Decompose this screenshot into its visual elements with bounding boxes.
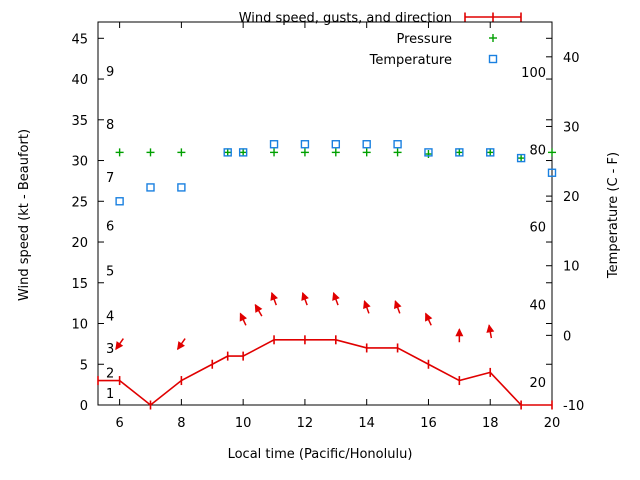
wind-speed-line [98, 339, 552, 407]
pressure-point [300, 148, 309, 157]
beaufort-scale-label: 8 [106, 118, 114, 133]
beaufort-scale-label: 2 [106, 366, 114, 381]
wind-direction-arrow [177, 338, 186, 351]
pressure-point [115, 148, 124, 157]
pressure-point [548, 148, 556, 157]
x-axis-tick-label: 16 [420, 416, 437, 431]
x-axis-tick-label: 12 [297, 416, 314, 431]
y2-axis-tick-label: 20 [563, 190, 580, 205]
x-axis-title: Local time (Pacific/Honolulu) [228, 447, 413, 462]
temperature-point [362, 140, 371, 149]
pressure-point [146, 148, 155, 157]
temperature-point [547, 168, 557, 177]
beaufort-scale-label: 6 [106, 220, 114, 235]
y2-axis-tick-label: 30 [563, 120, 580, 135]
x-axis-tick-label: 8 [177, 416, 185, 431]
temperature-point [115, 197, 124, 206]
temperature-point [146, 183, 155, 192]
temperature-point [331, 140, 341, 149]
beaufort-scale-label: 1 [106, 387, 114, 402]
x-axis-tick-label: 10 [235, 416, 252, 431]
pressure-point [362, 148, 371, 157]
fahrenheit-scale-label: 40 [529, 299, 546, 314]
legend-label-2: Pressure [396, 32, 452, 47]
temperature-point [269, 140, 279, 149]
y2-axis-tick-label: 10 [563, 260, 580, 275]
wind-direction-arrow [254, 303, 263, 317]
pressure-point [239, 148, 248, 157]
legend-marker-pressure [489, 34, 497, 42]
x-axis-tick-label: 18 [482, 416, 499, 431]
wind-direction-arrow [393, 300, 402, 314]
beaufort-scale-label: 5 [106, 265, 114, 280]
wind-direction-arrow [115, 338, 124, 351]
y2-axis-tick-label: 40 [563, 51, 580, 66]
plot-frame [97, 21, 553, 406]
wind-direction-arrow [425, 312, 433, 326]
y-axis-tick-label: 15 [71, 277, 88, 292]
wind-direction-arrow [363, 300, 371, 314]
temperature-point [486, 148, 495, 157]
wind-direction-arrow [455, 328, 464, 343]
pressure-point [424, 150, 433, 159]
temperature-point [393, 140, 402, 149]
pressure-point [517, 154, 526, 163]
wind-direction-arrow [270, 291, 278, 306]
beaufort-scale-label: 3 [106, 342, 114, 357]
wind-direction-arrow [239, 312, 247, 326]
y2-axis-title: Temperature (C - F) [606, 152, 621, 279]
temperature-point [455, 148, 464, 157]
x-axis-tick-label: 6 [115, 416, 123, 431]
y-axis-tick-label: 40 [71, 73, 88, 88]
beaufort-scale-label: 9 [106, 65, 114, 80]
fahrenheit-scale-label: 60 [529, 221, 546, 236]
legend-label-3: Temperature [369, 53, 452, 68]
y-axis-tick-label: 20 [71, 236, 88, 251]
y2-axis-tick-label: -10 [563, 399, 584, 414]
temperature-point [300, 140, 310, 149]
pressure-point [223, 148, 232, 157]
beaufort-scale-label: 7 [106, 171, 114, 186]
wind-direction-arrow [486, 324, 495, 339]
wind-direction-arrow [301, 291, 309, 306]
y-axis-title: Wind speed (kt - Beaufort) [17, 129, 32, 301]
temperature-point [424, 148, 433, 157]
y-axis-tick-label: 10 [71, 318, 88, 333]
temperature-point [516, 153, 526, 163]
wind-direction-arrow [332, 291, 340, 306]
x-axis-tick-label: 14 [358, 416, 375, 431]
legend-marker-temperature [488, 54, 498, 64]
temperature-point [238, 148, 248, 157]
fahrenheit-scale-label: 100 [521, 66, 546, 81]
fahrenheit-scale-label: 80 [529, 143, 546, 158]
pressure-point [177, 148, 186, 157]
temperature-point [223, 148, 232, 157]
fahrenheit-scale-label: 20 [529, 376, 546, 391]
y-axis-tick-label: 30 [71, 155, 88, 170]
y-axis-tick-label: 0 [80, 399, 88, 414]
pressure-point [331, 148, 340, 157]
temperature-point [177, 183, 186, 192]
pressure-point [393, 148, 402, 157]
y2-axis-tick-label: 0 [563, 329, 571, 344]
pressure-point [270, 148, 279, 157]
pressure-point [486, 148, 495, 157]
pressure-point [455, 148, 464, 157]
beaufort-scale-label: 4 [106, 309, 114, 324]
y-axis-tick-label: 35 [71, 114, 88, 129]
legend-label-1: Wind speed, gusts, and direction [239, 11, 452, 26]
y-axis-tick-label: 5 [80, 358, 88, 373]
y-axis-tick-label: 45 [71, 32, 88, 47]
y-axis-tick-label: 25 [71, 195, 88, 210]
x-axis-tick-label: 20 [544, 416, 561, 431]
